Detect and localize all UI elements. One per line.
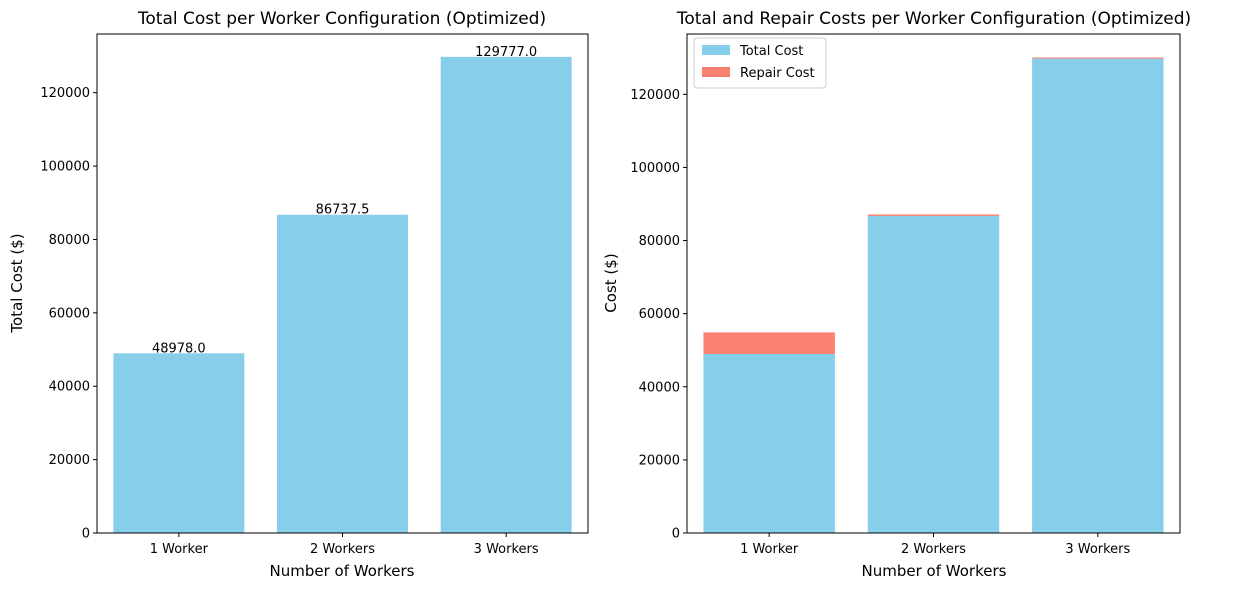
x-tick-label: 2 Workers: [310, 542, 375, 557]
bar-total-cost-3: [1032, 58, 1164, 534]
y-tick-label: 80000: [639, 234, 680, 249]
plot-frame: [96, 33, 589, 534]
x-tick-label: 1 Worker: [150, 542, 209, 557]
legend-swatch-total-cost: [702, 45, 730, 55]
bar-data-label: 48978.0: [152, 341, 206, 356]
bar-total-cost-2: [867, 215, 1000, 534]
y-tick-label: 0: [672, 527, 680, 542]
y-tick-label: 40000: [639, 380, 680, 395]
y-tick-label: 80000: [49, 233, 90, 248]
bar-labels: 48978.0 86737.5 129777.0: [152, 45, 537, 356]
x-tick-label: 3 Workers: [1065, 542, 1130, 557]
y-tick-label: 60000: [49, 306, 90, 321]
x-tick-label: 1 Worker: [740, 542, 799, 557]
y-tick-label: 120000: [40, 86, 90, 101]
x-axis-ticks: 1 Worker 2 Workers 3 Workers: [150, 533, 539, 557]
y-axis-label: Cost ($): [602, 253, 620, 312]
y-tick-label: 40000: [49, 380, 90, 395]
chart-title: Total and Repair Costs per Worker Config…: [676, 9, 1191, 29]
bar-data-label: 86737.5: [316, 203, 370, 218]
y-axis-ticks: 0 20000 40000 60000 80000 100000 120000: [40, 86, 97, 542]
legend-label-repair-cost: Repair Cost: [740, 66, 815, 81]
bar-total-2: [277, 214, 408, 533]
chart-total-cost: Total Cost per Worker Configuration (Opt…: [8, 9, 589, 580]
plot-frame: [686, 33, 1181, 534]
bar-total-cost-1: [703, 353, 835, 533]
y-tick-label: 0: [82, 527, 90, 542]
bar-total-1: [113, 353, 245, 533]
bar-repair-cost-3: [1032, 57, 1164, 59]
x-axis-ticks: 1 Worker 2 Workers 3 Workers: [740, 533, 1131, 557]
bar-repair-cost-1: [703, 332, 835, 354]
bars: [113, 56, 572, 534]
x-axis-label: Number of Workers: [862, 562, 1007, 580]
x-tick-label: 2 Workers: [901, 542, 966, 557]
legend: Total Cost Repair Cost: [693, 37, 827, 89]
bar-repair-cost-2: [867, 214, 1000, 216]
bar-data-label: 129777.0: [475, 45, 537, 60]
y-tick-label: 60000: [639, 307, 680, 322]
y-tick-label: 120000: [630, 88, 680, 103]
legend-swatch-repair-cost: [702, 67, 730, 77]
x-axis-label: Number of Workers: [270, 562, 415, 580]
y-tick-label: 100000: [40, 160, 90, 175]
legend-label-total-cost: Total Cost: [739, 44, 803, 59]
chart-total-and-repair-cost: Total and Repair Costs per Worker Config…: [602, 9, 1191, 580]
chart-title: Total Cost per Worker Configuration (Opt…: [137, 9, 546, 29]
y-axis-label: Total Cost ($): [8, 233, 26, 333]
x-tick-label: 3 Workers: [474, 542, 539, 557]
bars: [703, 57, 1164, 534]
y-axis-ticks: 0 20000 40000 60000 80000 100000 120000: [630, 88, 687, 542]
y-tick-label: 100000: [630, 161, 680, 176]
y-tick-label: 20000: [639, 453, 680, 468]
bar-total-3: [440, 56, 572, 534]
y-tick-label: 20000: [49, 453, 90, 468]
